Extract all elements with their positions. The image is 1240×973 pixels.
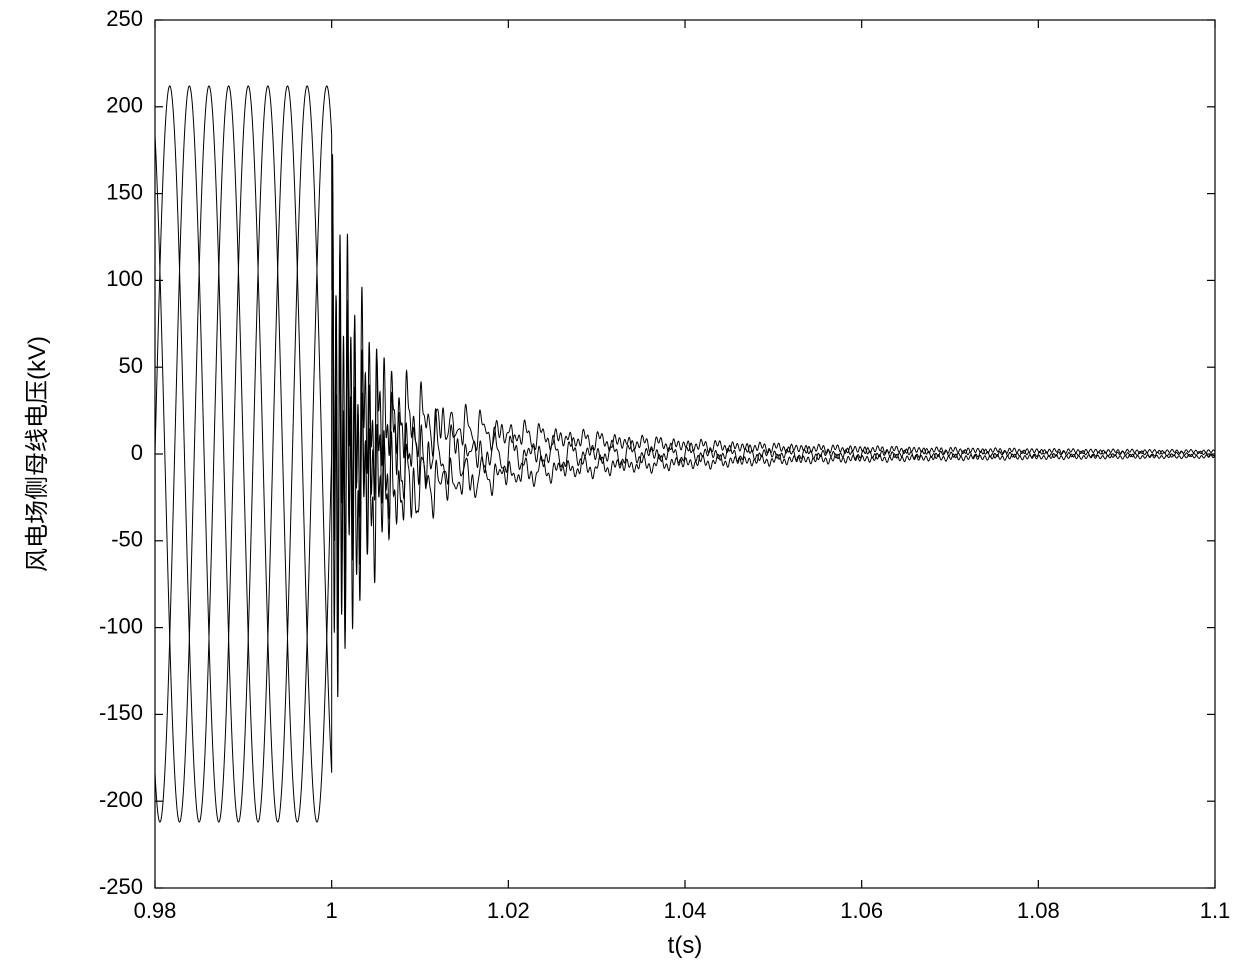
x-tick-label: 1.1 — [1200, 898, 1231, 923]
x-tick-label: 0.98 — [134, 898, 177, 923]
chart-svg: -250 -200 -150 -100 -50 0 50 100 150 200 250 0.98 1 1… — [0, 0, 1240, 973]
y-axis-label: 风电场侧母线电压(kV) — [24, 336, 51, 572]
x-tick-label: 1.02 — [487, 898, 530, 923]
y-tick-label: 250 — [106, 6, 143, 31]
y-tick-label: 0 — [131, 440, 143, 465]
y-tick-label: -50 — [111, 527, 143, 552]
y-tick-label: -250 — [99, 874, 143, 899]
y-tick-label: -150 — [99, 700, 143, 725]
x-tick-label: 1.04 — [664, 898, 707, 923]
y-tick-label: -100 — [99, 613, 143, 638]
y-tick-label: 150 — [106, 179, 143, 204]
x-axis-label: t(s) — [668, 932, 703, 959]
y-tick-label: -200 — [99, 787, 143, 812]
y-tick-label: 100 — [106, 266, 143, 291]
x-tick-label: 1.06 — [840, 898, 883, 923]
y-tick-label: 50 — [119, 353, 143, 378]
x-tick-label: 1.08 — [1017, 898, 1060, 923]
bus-voltage-chart: -250 -200 -150 -100 -50 0 50 100 150 200 250 0.98 1 1… — [0, 0, 1240, 973]
x-tick-label: 1 — [326, 898, 338, 923]
y-tick-label: 200 — [106, 93, 143, 118]
